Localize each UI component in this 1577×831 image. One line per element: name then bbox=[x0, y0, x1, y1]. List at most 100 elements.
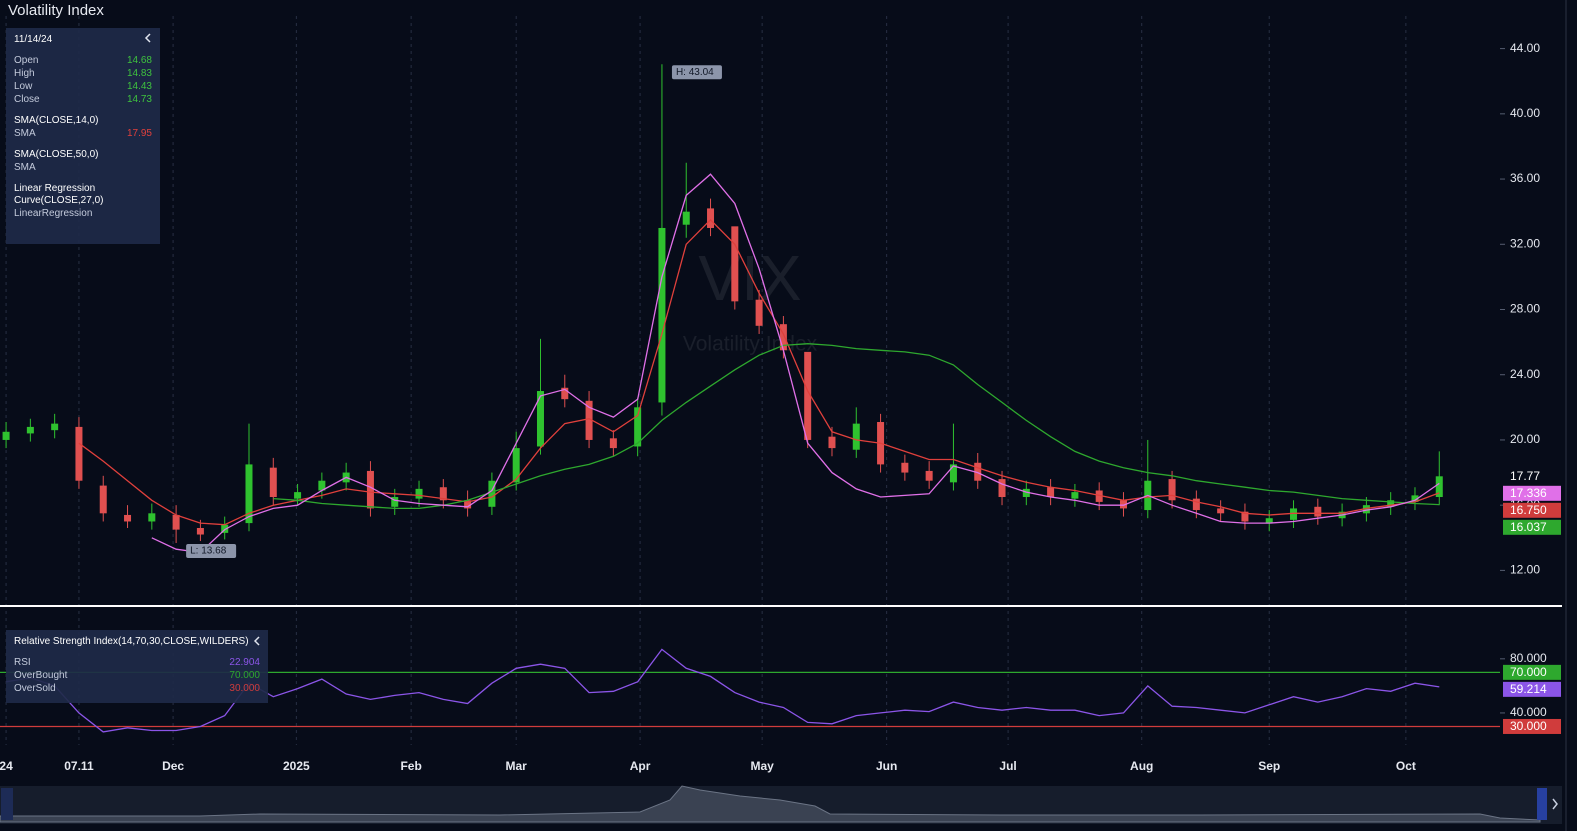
info-label: Low bbox=[14, 81, 33, 92]
legend-row: RSI 22.904 bbox=[14, 656, 260, 669]
candle-body bbox=[1387, 500, 1395, 507]
x-tick-label: 2025 bbox=[283, 759, 310, 773]
rsi-title: Relative Strength Index(14,70,30,CLOSE,W… bbox=[14, 636, 249, 647]
info-row: Close 14.73 bbox=[14, 93, 152, 106]
candle-body bbox=[391, 497, 399, 507]
candle-body bbox=[415, 488, 423, 499]
info-row: Open 14.68 bbox=[14, 54, 152, 67]
candle-body bbox=[707, 208, 715, 228]
candle-body bbox=[366, 470, 374, 509]
candle-body bbox=[682, 211, 690, 225]
y-tick-label: 44.00 bbox=[1510, 41, 1540, 55]
candle-body bbox=[1022, 488, 1030, 498]
candle-body bbox=[439, 487, 447, 501]
candle-body bbox=[536, 391, 544, 447]
candle-body bbox=[1217, 508, 1225, 514]
y-tick-label: 40.000 bbox=[1510, 705, 1547, 719]
info-date: 11/14/24 bbox=[14, 34, 53, 45]
watermark-symbol: VIX bbox=[698, 242, 801, 314]
candle-body bbox=[2, 431, 10, 440]
navigator-handle-left[interactable] bbox=[1, 788, 13, 820]
rsi-info-panel: Relative Strength Index(14,70,30,CLOSE,W… bbox=[6, 630, 268, 703]
candle-body bbox=[925, 470, 933, 481]
navigator-handle-right[interactable] bbox=[1537, 788, 1547, 820]
info-panel: 11/14/24 Open 14.68 High 14.83 Low 14.43 Close 1… bbox=[6, 28, 160, 244]
candle-body bbox=[51, 423, 59, 431]
candle-body bbox=[1435, 476, 1443, 498]
x-tick-label: May bbox=[750, 759, 774, 773]
x-tick-label: 24 bbox=[0, 759, 13, 773]
candle-body bbox=[221, 524, 229, 533]
candle-body bbox=[99, 485, 107, 514]
candle-body bbox=[852, 423, 860, 450]
x-tick-label: Dec bbox=[162, 759, 184, 773]
price-tag-label: 17.77 bbox=[1510, 469, 1540, 483]
x-tick-label: Apr bbox=[630, 759, 651, 773]
candle-body bbox=[949, 464, 957, 483]
candle-body bbox=[1265, 518, 1273, 524]
info-row: High 14.83 bbox=[14, 67, 152, 80]
indicator-value: 17.95 bbox=[126, 128, 152, 139]
x-tick-label: Sep bbox=[1258, 759, 1280, 773]
indicator-row: SMA bbox=[14, 161, 152, 174]
candle-body bbox=[828, 436, 836, 449]
candle-body bbox=[1095, 490, 1103, 502]
candle-body bbox=[1192, 498, 1200, 511]
indicator-line bbox=[151, 173, 1440, 554]
price-tag-label: 16.037 bbox=[1510, 520, 1547, 534]
candle-body bbox=[1411, 495, 1419, 502]
info-label: Open bbox=[14, 55, 39, 66]
y-tick-label: 32.00 bbox=[1510, 236, 1540, 250]
price-tag-label: 70.000 bbox=[1510, 665, 1547, 679]
indicator-name: Linear Regression Curve(CLOSE,27,0) bbox=[14, 183, 104, 206]
price-tag bbox=[1503, 519, 1561, 535]
price-tag-label: 30.000 bbox=[1510, 719, 1547, 733]
candle-body bbox=[464, 500, 472, 509]
info-row: Low 14.43 bbox=[14, 80, 152, 93]
legend-row: OverBought 70.000 bbox=[14, 669, 260, 682]
info-label: Close bbox=[14, 94, 40, 105]
legend-name: OverSold bbox=[14, 683, 56, 694]
x-tick-label: Jul bbox=[999, 759, 1016, 773]
candle-body bbox=[245, 464, 253, 524]
candle-body bbox=[124, 514, 132, 522]
candle-body bbox=[1047, 487, 1055, 498]
candle-body bbox=[634, 407, 642, 447]
y-tick-label: 12.00 bbox=[1510, 563, 1540, 577]
y-tick-label: 36.00 bbox=[1510, 171, 1540, 185]
candle-body bbox=[26, 426, 34, 434]
y-tick-label: 24.00 bbox=[1510, 367, 1540, 381]
candle-body bbox=[731, 226, 739, 302]
info-value: 14.83 bbox=[126, 68, 152, 79]
price-tag bbox=[1503, 681, 1561, 697]
x-tick-label: Mar bbox=[506, 759, 528, 773]
candle-body bbox=[658, 227, 666, 403]
candle-body bbox=[901, 462, 909, 473]
indicator-row: LinearRegression bbox=[14, 207, 152, 220]
price-tag bbox=[1503, 485, 1561, 501]
chart-title: Volatility Index bbox=[8, 2, 104, 19]
x-tick-label: Oct bbox=[1396, 759, 1416, 773]
indicator-row: SMA 17.95 bbox=[14, 127, 152, 140]
candle-body bbox=[609, 438, 617, 449]
indicator-line bbox=[273, 343, 1440, 510]
scroll-right-icon[interactable] bbox=[1552, 798, 1558, 810]
candle-body bbox=[561, 387, 569, 400]
indicator-name: SMA(CLOSE,50,0) bbox=[14, 149, 99, 160]
price-tag-label: 59.214 bbox=[1510, 682, 1547, 696]
price-tag bbox=[1503, 718, 1561, 734]
legend-name: OverBought bbox=[14, 670, 68, 681]
candle-body bbox=[196, 527, 204, 535]
candle-body bbox=[1119, 500, 1127, 509]
legend-value: 30.000 bbox=[229, 683, 260, 694]
y-tick-label: 20.00 bbox=[1510, 432, 1540, 446]
annotation-box bbox=[186, 543, 237, 558]
indicator-name: SMA(CLOSE,14,0) bbox=[14, 115, 99, 126]
candle-body bbox=[1241, 511, 1249, 522]
price-tag-label: 16.750 bbox=[1510, 503, 1547, 517]
indicator-line bbox=[78, 218, 1440, 526]
candle-body bbox=[1071, 492, 1079, 499]
candle-body bbox=[75, 426, 83, 481]
